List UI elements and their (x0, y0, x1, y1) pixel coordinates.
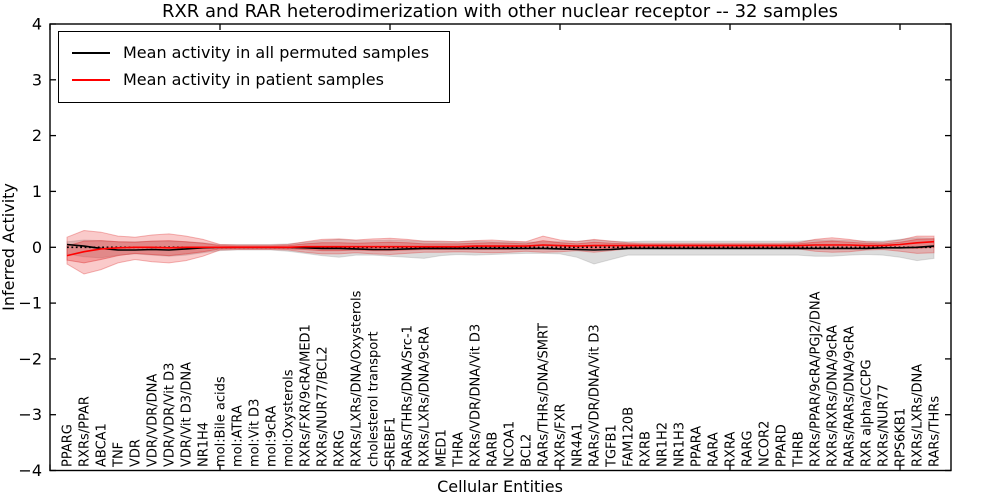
category-label: NR4A1 (571, 423, 586, 467)
category-label: THRA (452, 432, 467, 468)
category-label: mol:Oxysterols (282, 369, 297, 467)
category-label: RXRs/LXRs/DNA/9cRA (418, 327, 433, 467)
category-label: RXRB (639, 431, 654, 467)
category-label: NCOA1 (503, 421, 518, 467)
category-label: NCOR2 (758, 421, 773, 467)
band-patient-range-outer (66, 229, 935, 275)
category-label: RXRs/FXR/9cRA/MED1 (299, 324, 314, 467)
category-label: PPARD (775, 424, 790, 467)
y-tick-label: 3 (32, 70, 42, 89)
legend-label-permuted: Mean activity in all permuted samples (123, 43, 430, 62)
y-tick-label: −3 (18, 405, 42, 424)
category-label: RXRs/LXRs/DNA/Oxysterols (350, 290, 365, 467)
y-tick-label: 1 (32, 182, 42, 201)
category-label: VDR/VDR/Vit D3 (163, 363, 178, 467)
legend-label-patient: Mean activity in patient samples (123, 70, 384, 89)
category-label: mol:9cRA (265, 405, 280, 467)
category-label: RXRs/PPAR (78, 396, 93, 467)
legend: Mean activity in all permuted samples Me… (58, 31, 451, 103)
category-label: RXRs/VDR/DNA/Vit D3 (469, 324, 484, 467)
legend-entry-permuted: Mean activity in all permuted samples (72, 39, 429, 66)
category-label: RXRG (333, 430, 348, 467)
patient-mean-line (66, 240, 935, 257)
category-label: NR1H3 (673, 422, 688, 467)
category-label: RPS6KB1 (894, 408, 909, 467)
category-label: THRB (792, 431, 807, 468)
legend-line-patient-icon (72, 78, 110, 81)
category-label: TNF (112, 442, 127, 468)
category-label: VDR/VDR/DNA (146, 374, 161, 467)
x-axis-label: Cellular Entities (437, 477, 563, 496)
y-tick-label: −1 (18, 294, 42, 313)
legend-entry-patient: Mean activity in patient samples (72, 66, 429, 93)
category-label: mol:ATRA (231, 405, 246, 467)
category-label: RARB (486, 432, 501, 467)
y-tick-label: 2 (32, 126, 42, 145)
category-label: mol:Vit D3 (248, 399, 263, 467)
category-label: RARs/THRs/DNA/SMRT (537, 323, 552, 467)
chart-title: RXR and RAR heterodimerization with othe… (161, 1, 839, 22)
category-label: RXRs/PPAR/9cRA/PGJ2/DNA (809, 291, 824, 467)
category-label: RXRA (724, 432, 739, 467)
category-label: RARs/VDR/DNA/Vit D3 (588, 324, 603, 467)
category-label: NR1H4 (197, 422, 212, 467)
category-label: RXRs/RXRs/DNA/9cRA (826, 325, 841, 467)
category-label: RARs/RARs/DNA/9cRA (843, 326, 858, 467)
category-label: FAM120B (622, 407, 637, 467)
category-label: SREBF1 (384, 417, 399, 467)
y-axis-label: Inferred Activity (0, 183, 18, 311)
category-label: VDR/Vit D3/DNA (180, 362, 195, 467)
category-label: PPARA (690, 426, 705, 467)
category-label: PPARG (61, 424, 76, 467)
y-tick-label: 0 (32, 238, 42, 257)
y-tick-label: −2 (18, 349, 42, 368)
category-label: RXRs/NUR77 (877, 384, 892, 467)
y-tick-label: −4 (18, 461, 42, 480)
category-label: MED1 (435, 429, 450, 467)
category-label: RXRs/LXRs/DNA (911, 364, 926, 467)
category-label: RXRs/FXR (554, 403, 569, 467)
category-label: RARs/THRs/DNA/Src-1 (401, 325, 416, 467)
category-label: NR1H2 (656, 422, 671, 467)
category-label: BCL2 (520, 434, 535, 467)
category-label: ABCA1 (95, 423, 110, 467)
category-label: TGFB1 (605, 424, 620, 468)
band-permuted-range (66, 237, 935, 265)
y-tick-label: 4 (32, 15, 42, 34)
category-label: VDR (129, 439, 144, 467)
category-label: RARs/THRs (928, 396, 943, 467)
category-label: RARG (741, 430, 756, 467)
category-label: RXR alpha/CCPG (860, 359, 875, 467)
legend-line-permuted-icon (72, 51, 110, 54)
category-label: RXRs/NUR77/BCL2 (316, 346, 331, 467)
category-label: cholesterol transport (367, 331, 382, 467)
category-label: RARA (707, 432, 722, 467)
category-label: mol:Bile acids (214, 376, 229, 467)
